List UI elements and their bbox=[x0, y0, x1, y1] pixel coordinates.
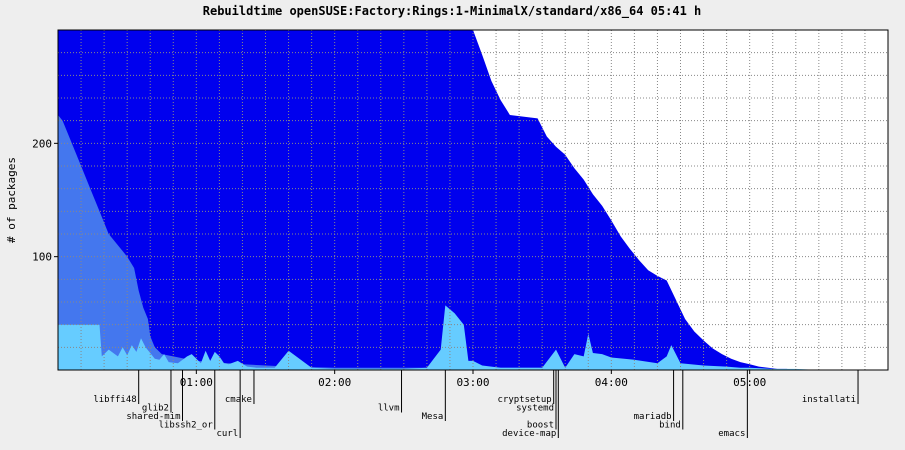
annotation-label: cryptsetup bbox=[498, 395, 552, 405]
series-area-waiting bbox=[58, 115, 815, 370]
annotation-label: device-map bbox=[502, 429, 556, 439]
annotation-label: shared-mim bbox=[126, 412, 180, 422]
y-tick-label: 200 bbox=[32, 137, 52, 150]
annotation-label: glib2 bbox=[142, 404, 169, 414]
plot-area: 100 200 01:00 02:00 03:00 04:00 05:00 libffi48 g… bbox=[32, 29, 889, 439]
annotation-label: bind bbox=[659, 421, 681, 431]
annotation-label: libffi48 bbox=[93, 395, 136, 405]
annotation-label: systemd bbox=[516, 404, 554, 414]
annotation-label: cmake bbox=[225, 395, 252, 405]
annotation-label: Mesa bbox=[422, 412, 444, 422]
annotation-label: mariadb bbox=[634, 412, 672, 422]
y-tick-label: 100 bbox=[32, 251, 52, 264]
x-tick-label: 02:00 bbox=[318, 376, 351, 389]
y-axis-label: # of packages bbox=[5, 157, 18, 243]
annotation-label: emacs bbox=[718, 429, 745, 439]
x-tick-label: 05:00 bbox=[733, 376, 766, 389]
annotation-label: boost bbox=[527, 421, 554, 431]
x-tick-label: 04:00 bbox=[595, 376, 628, 389]
annotation-label: curl bbox=[216, 429, 238, 439]
x-tick-label: 03:00 bbox=[456, 376, 489, 389]
annotation-label: installati bbox=[802, 395, 856, 405]
series-area-total bbox=[58, 30, 815, 370]
x-tick-label: 01:00 bbox=[180, 376, 213, 389]
annotation-label: llvm bbox=[378, 404, 400, 414]
series-area-building bbox=[58, 305, 854, 370]
chart-title: Rebuildtime openSUSE:Factory:Rings:1-Min… bbox=[203, 4, 702, 19]
annotation-label: libssh2_or bbox=[159, 421, 214, 431]
